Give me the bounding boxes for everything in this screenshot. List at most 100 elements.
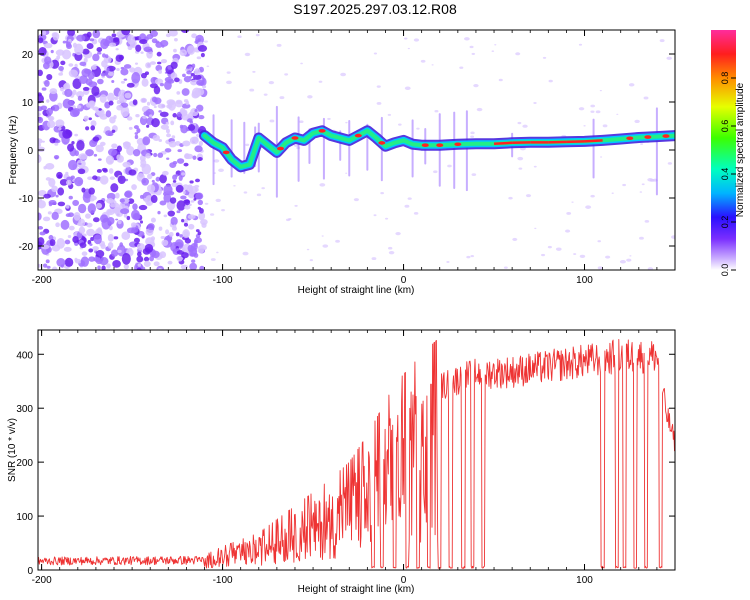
noise-blob	[172, 113, 177, 118]
noise-blob	[193, 253, 199, 258]
noise-blob	[146, 184, 156, 193]
noise-blob	[153, 261, 160, 267]
faint-blob	[388, 246, 393, 250]
spectrogram-x-tick-label: 100	[576, 275, 593, 286]
noise-blob	[114, 96, 119, 101]
colorbar-tick-label: 0.6	[720, 120, 730, 133]
noise-blob	[180, 30, 190, 34]
faint-blob	[380, 192, 385, 195]
noise-blob	[51, 104, 60, 112]
noise-blob	[151, 118, 160, 128]
noise-blob	[195, 192, 204, 200]
faint-blob	[547, 245, 552, 249]
noise-blob	[100, 243, 106, 249]
noise-blob	[56, 171, 63, 179]
faint-blob	[206, 65, 210, 68]
noise-blob	[170, 216, 178, 226]
noise-blob	[81, 187, 86, 193]
noise-blob	[151, 250, 160, 259]
noise-blob	[121, 30, 131, 36]
noise-blob	[183, 231, 189, 237]
faint-blob	[340, 72, 347, 77]
noise-blob	[98, 108, 102, 111]
faint-blob	[233, 185, 236, 187]
noise-blob	[38, 263, 42, 268]
noise-blob	[38, 212, 42, 221]
noise-blob	[95, 202, 103, 209]
noise-blob	[56, 258, 66, 267]
noise-blob	[65, 213, 71, 217]
noise-blob	[112, 260, 121, 268]
noise-blob	[163, 214, 168, 218]
noise-blob	[122, 161, 131, 168]
faint-blob	[517, 121, 522, 125]
noise-blob	[166, 99, 176, 106]
noise-blob	[124, 191, 132, 198]
noise-blob	[65, 41, 71, 48]
noise-blob	[181, 172, 186, 176]
noise-blob	[57, 187, 65, 196]
noise-blob	[68, 225, 75, 231]
noise-blob	[189, 262, 198, 270]
noise-blob	[74, 63, 78, 68]
noise-blob	[76, 34, 86, 42]
noise-blob	[197, 199, 203, 206]
faint-blob	[404, 204, 410, 208]
noise-blob	[194, 68, 201, 76]
noise-blob	[119, 198, 125, 203]
noise-blob	[76, 104, 82, 109]
noise-blob	[140, 266, 146, 270]
noise-blob	[85, 149, 94, 157]
noise-blob	[193, 74, 202, 80]
noise-blob	[88, 81, 98, 88]
faint-blob	[464, 37, 470, 41]
noise-blob	[168, 140, 177, 148]
noise-blob	[124, 141, 131, 148]
noise-blob	[93, 217, 100, 223]
faint-blob	[628, 83, 635, 87]
noise-blob	[38, 237, 45, 246]
noise-blob	[73, 212, 81, 221]
noise-blob	[191, 63, 196, 69]
noise-blob	[193, 242, 198, 247]
noise-blob	[169, 197, 177, 204]
faint-blob	[407, 47, 410, 50]
noise-blob	[194, 145, 203, 153]
page-title: S197.2025.297.03.12.R08	[293, 1, 457, 17]
noise-blob	[89, 198, 95, 202]
noise-blob	[78, 153, 88, 160]
noise-blob	[85, 126, 90, 131]
faint-blob	[565, 229, 571, 233]
faint-blob	[300, 62, 303, 65]
faint-blob	[590, 104, 596, 108]
ridge-core	[584, 139, 603, 143]
noise-blob	[38, 146, 46, 153]
faint-blob	[276, 43, 282, 47]
noise-blob	[46, 99, 50, 103]
ridge-peak	[291, 136, 299, 140]
noise-blob	[115, 192, 120, 199]
noise-blob	[119, 242, 124, 248]
faint-blob	[299, 120, 304, 124]
faint-blob	[373, 52, 378, 55]
faint-blob	[255, 33, 260, 37]
faint-blob	[285, 218, 291, 222]
noise-blob	[68, 159, 78, 171]
noise-blob	[197, 157, 203, 161]
noise-blob	[96, 169, 102, 173]
noise-blob	[111, 129, 116, 133]
noise-blob	[55, 222, 60, 228]
faint-blob	[261, 187, 265, 190]
noise-blob	[74, 176, 84, 187]
noise-blob	[164, 148, 172, 153]
noise-blob	[160, 236, 166, 239]
faint-blob	[203, 40, 208, 43]
ridge-peak	[318, 129, 326, 133]
noise-blob	[113, 236, 119, 240]
noise-blob	[64, 239, 71, 245]
noise-blob	[99, 94, 107, 103]
noise-blob	[90, 120, 97, 127]
noise-blob	[189, 180, 194, 184]
spectrogram-x-tick-label: -100	[213, 275, 233, 286]
spectrogram-y-tick-label: -10	[19, 194, 34, 205]
